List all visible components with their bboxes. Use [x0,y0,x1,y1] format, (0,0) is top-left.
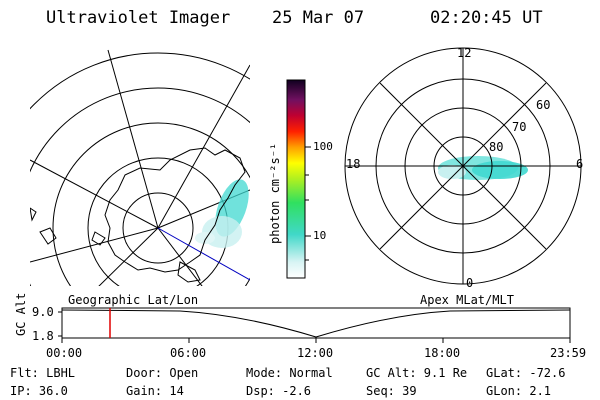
colorbar [286,79,306,279]
status-glat: GLat: -72.6 [486,366,566,380]
x-tick-1200: 12:00 [297,346,334,360]
status-gain: Gain: 14 [126,384,184,398]
status-glon: GLon: 2.1 [486,384,552,398]
x-tick-0000: 00:00 [46,346,83,360]
lat-label-60: 60 [536,98,551,112]
coastline [104,147,246,273]
status-seq: Seq: 39 [366,384,417,398]
geographic-map [30,49,250,286]
y-tick-high: 9.0 [32,305,54,319]
right-caption: Apex MLat/MLT [420,293,514,307]
altitude-curve [61,309,571,338]
left-caption: Geographic Lat/Lon [68,293,199,307]
time-label: 02:20:45 UT [430,8,543,28]
y-tick-low: 1.8 [32,329,54,343]
x-tick-0600: 06:00 [170,346,207,360]
date-label: 25 Mar 07 [272,8,365,28]
status-gc-alt: GC Alt: 9.1 Re [366,366,468,380]
colorbar-tick-100: 100 [313,140,333,153]
colorbar-tick-10: 10 [313,229,327,242]
status-mode: Mode: Normal [246,366,333,380]
x-tick-1800: 18:00 [424,346,461,360]
altitude-timeline [58,307,571,343]
status-door: Door: Open [126,366,199,380]
status-filter: Flt: LBHL [10,366,76,380]
status-ip: IP: 36.0 [10,384,68,398]
lat-label-70: 70 [512,120,527,134]
lat-label-80: 80 [489,140,504,154]
colorbar-unit-label: photon cm⁻²s⁻¹ [268,142,282,244]
mlt-label-6: 6 [576,157,584,171]
polar-plot [344,47,582,285]
mlt-label-12: 12 [457,46,472,60]
mlt-label-0: 0 [466,276,474,290]
y-axis-label: GC Alt [14,292,28,336]
orbit-track [157,227,250,281]
status-dsp: Dsp: -2.6 [246,384,312,398]
instrument-title: Ultraviolet Imager [46,8,231,28]
x-tick-2359: 23:59 [550,346,587,360]
mlt-label-18: 18 [346,157,361,171]
